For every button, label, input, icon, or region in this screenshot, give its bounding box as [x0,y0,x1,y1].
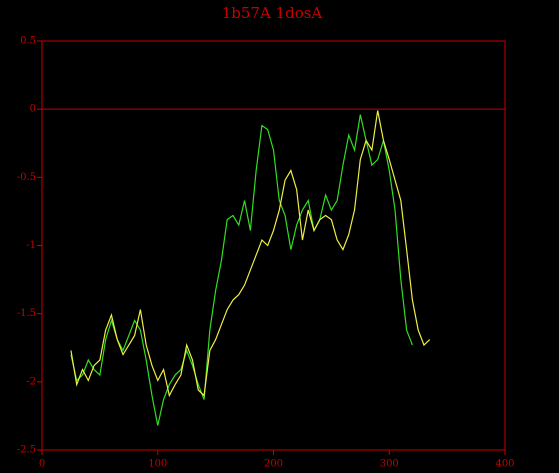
x-tick-label: 300 [380,459,399,470]
y-tick-label: 0 [30,104,36,115]
x-tick-label: 200 [264,459,283,470]
y-tick-label: 0.5 [20,36,36,47]
chart-title: 1b57A 1dosA [222,4,323,22]
y-tick-label: -1.5 [17,308,36,319]
y-tick-label: -1 [26,240,36,251]
series-line [70,110,431,398]
y-tick-label: -2.5 [17,445,36,456]
x-tick-label: 100 [148,459,167,470]
y-tick-label: -2 [26,376,36,387]
x-tick-label: 0 [39,459,45,470]
x-tick-label: 400 [495,459,514,470]
y-tick-label: -0.5 [17,172,36,183]
series-line [70,114,413,426]
